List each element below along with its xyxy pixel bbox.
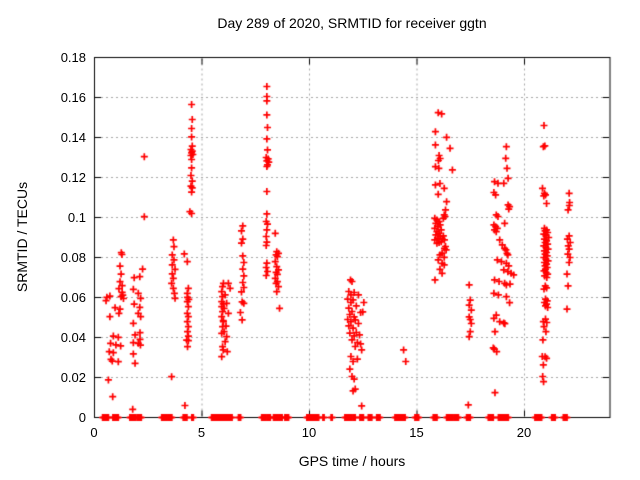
y-tick-label: 0.06 bbox=[60, 289, 86, 305]
y-tick-label: 0.14 bbox=[60, 129, 86, 145]
y-axis-label: SRMTID / TECUs bbox=[14, 181, 30, 293]
y-tick-label: 0.02 bbox=[60, 369, 86, 385]
x-tick-label: 15 bbox=[409, 425, 424, 440]
y-tick-label: 0.16 bbox=[60, 89, 86, 105]
y-tick-label: 0.04 bbox=[60, 329, 86, 345]
y-tick-label: 0 bbox=[78, 409, 86, 425]
y-tick-label: 0.12 bbox=[60, 169, 86, 185]
x-tick-label: 0 bbox=[90, 425, 98, 440]
x-tick-label: 5 bbox=[197, 425, 206, 440]
y-tick-label: 0.08 bbox=[60, 249, 86, 265]
y-tick-label: 0.1 bbox=[67, 209, 86, 225]
x-axis-label: GPS time / hours bbox=[298, 453, 406, 469]
chart-title: Day 289 of 2020, SRMTID for receiver ggt… bbox=[217, 15, 487, 31]
x-tick-label: 20 bbox=[516, 425, 532, 440]
y-tick-label: 0.18 bbox=[60, 49, 86, 65]
x-tick-label: 10 bbox=[301, 425, 317, 440]
